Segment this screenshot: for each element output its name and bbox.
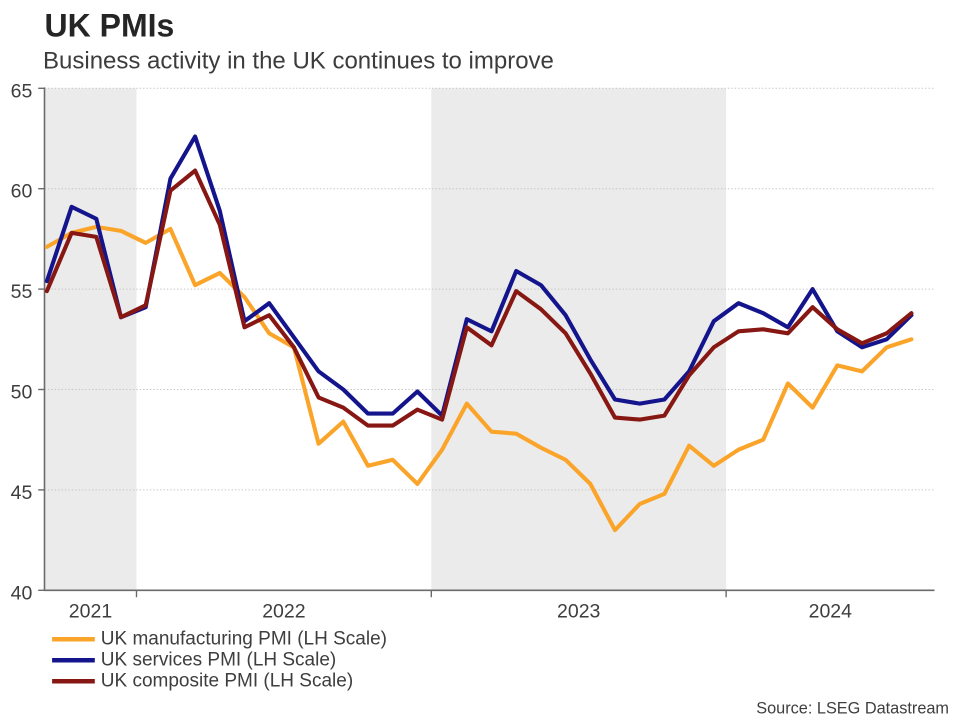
svg-text:UK services PMI (LH Scale): UK services PMI (LH Scale) — [101, 650, 336, 671]
svg-text:UK PMIs: UK PMIs — [45, 8, 175, 44]
svg-text:UK manufacturing PMI (LH Scale: UK manufacturing PMI (LH Scale) — [101, 629, 387, 650]
svg-text:2021: 2021 — [69, 601, 112, 623]
svg-text:65: 65 — [11, 80, 33, 102]
svg-text:UK composite PMI (LH Scale): UK composite PMI (LH Scale) — [101, 671, 353, 692]
svg-text:2023: 2023 — [557, 601, 600, 623]
svg-text:2022: 2022 — [262, 601, 305, 623]
svg-text:50: 50 — [11, 382, 33, 404]
svg-text:60: 60 — [11, 181, 33, 203]
svg-text:Business activity in the UK co: Business activity in the UK continues to… — [43, 47, 554, 74]
svg-text:55: 55 — [11, 281, 33, 303]
svg-text:40: 40 — [11, 582, 33, 604]
svg-text:2024: 2024 — [809, 601, 853, 623]
svg-text:Source: LSEG Datastream: Source: LSEG Datastream — [756, 700, 949, 718]
svg-text:45: 45 — [11, 482, 33, 504]
